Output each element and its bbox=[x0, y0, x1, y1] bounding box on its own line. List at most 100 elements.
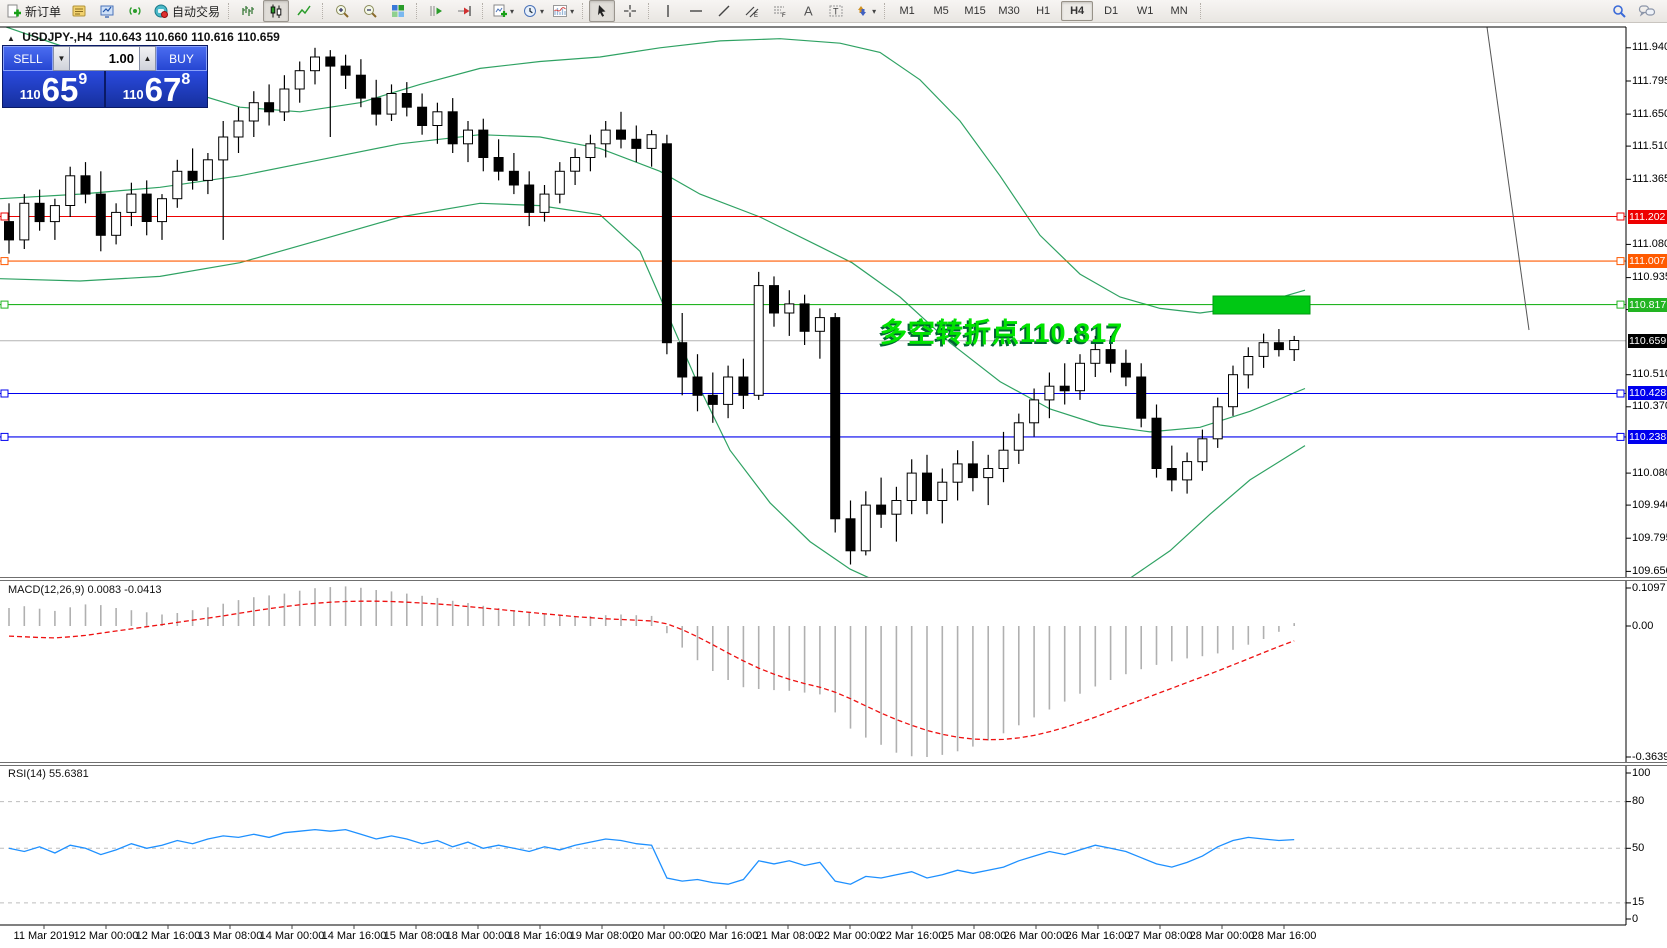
hline-handle[interactable] bbox=[0, 300, 9, 309]
time-label-22-Mar-00-00: 22 Mar 00:00 bbox=[817, 930, 883, 942]
time-label-28-Mar-16-00: 28 Mar 16:00 bbox=[1251, 930, 1317, 942]
candle-body bbox=[141, 193, 152, 223]
candlestick-button[interactable] bbox=[263, 0, 290, 22]
tile-windows-button[interactable] bbox=[385, 0, 411, 22]
hline-handle[interactable] bbox=[0, 389, 9, 398]
hline-handle[interactable] bbox=[1616, 389, 1625, 398]
rsi-label: RSI(14) 55.6381 bbox=[8, 768, 89, 780]
timeframe-button-H4[interactable]: H4 bbox=[1061, 1, 1094, 21]
trendline-button[interactable] bbox=[711, 0, 737, 22]
zoom-out-button[interactable] bbox=[357, 0, 383, 22]
volume-increase-button[interactable]: ▲ bbox=[139, 46, 156, 71]
candle-body bbox=[508, 170, 519, 186]
new-order-button[interactable]: 新订单 bbox=[3, 0, 64, 22]
timeframe-button-H1[interactable]: H1 bbox=[1036, 5, 1051, 17]
text-button[interactable]: A bbox=[795, 0, 821, 22]
toolbar: 新订单 自动交易 ▾ ▾ ▾ E F A T ▾ bbox=[0, 0, 1667, 23]
hline-handle[interactable] bbox=[1616, 300, 1625, 309]
time-label-18-Mar-16-00: 18 Mar 16:00 bbox=[507, 930, 573, 942]
pane-separator-macd[interactable] bbox=[0, 577, 1667, 581]
timeframe-button-M15[interactable]: M15 bbox=[964, 5, 986, 17]
line-chart-button[interactable] bbox=[291, 0, 317, 22]
time-label-21-Mar-08-00: 21 Mar 08:00 bbox=[755, 930, 821, 942]
time-label-11-Mar-2019: 11 Mar 2019 bbox=[13, 930, 75, 942]
vertical-line-button[interactable] bbox=[655, 0, 681, 22]
candle-body bbox=[1075, 362, 1085, 392]
time-label-12-Mar-16-00: 12 Mar 16:00 bbox=[135, 930, 201, 942]
shift-end-button[interactable] bbox=[423, 0, 449, 22]
pane-separator-rsi[interactable] bbox=[0, 762, 1667, 766]
collapse-arrow-icon[interactable]: ▲ bbox=[7, 34, 15, 43]
chart-window-button[interactable] bbox=[94, 0, 120, 22]
macd-label: MACD(12,26,9) 0.0083 -0.0413 bbox=[8, 584, 162, 596]
timeframe-button-D1[interactable]: D1 bbox=[1104, 5, 1119, 17]
symbol-bar: ▲ USDJPY-,H4 110.643 110.660 110.616 110… bbox=[7, 30, 280, 44]
indicators-button[interactable]: ▾ bbox=[549, 0, 577, 22]
candle-body bbox=[65, 175, 76, 207]
main-pane bbox=[0, 27, 1626, 578]
annotation-rectangle[interactable] bbox=[1212, 295, 1311, 315]
buy-price[interactable]: 110 67 8 bbox=[106, 71, 207, 107]
bar-chart-icon bbox=[240, 3, 256, 19]
arrows-button[interactable]: ▾ bbox=[851, 0, 879, 22]
hline-handle[interactable] bbox=[1616, 432, 1625, 441]
crosshair-button[interactable] bbox=[617, 0, 643, 22]
horizontal-line-button[interactable] bbox=[683, 0, 709, 22]
candle-body bbox=[1273, 342, 1284, 351]
candle-body bbox=[906, 472, 917, 502]
timeframe-button-M1[interactable]: M1 bbox=[899, 5, 915, 17]
candle-body bbox=[279, 88, 290, 113]
hline-handle[interactable] bbox=[0, 212, 9, 221]
price-tag-111.202: 111.202 bbox=[1628, 209, 1667, 224]
candle-body bbox=[187, 170, 198, 181]
timeframe-button-M5[interactable]: M5 bbox=[933, 5, 949, 17]
buy-button[interactable]: BUY bbox=[156, 46, 207, 71]
auto-scroll-button[interactable] bbox=[451, 0, 477, 22]
cursor-button[interactable] bbox=[589, 0, 616, 22]
volume-decrease-button[interactable]: ▼ bbox=[53, 46, 70, 71]
signal-button[interactable] bbox=[122, 0, 148, 22]
autotrading-button[interactable]: 自动交易 bbox=[150, 0, 223, 22]
toolbar-separator bbox=[582, 3, 584, 19]
candle-body bbox=[616, 129, 626, 140]
volume-input[interactable]: 1.00 bbox=[70, 46, 139, 71]
toolbar-separator bbox=[228, 3, 230, 19]
candle-body bbox=[661, 143, 672, 344]
timeframe-button-W1[interactable]: W1 bbox=[1136, 5, 1154, 17]
annotation-text[interactable]: 多空转折点110.817 bbox=[880, 318, 1124, 348]
cursor-icon bbox=[594, 3, 610, 19]
hline-handle[interactable] bbox=[0, 257, 9, 266]
candle-body bbox=[1212, 406, 1223, 440]
candle-body bbox=[524, 184, 535, 213]
hline-handle[interactable] bbox=[1616, 257, 1625, 266]
profiles-button[interactable]: ▾ bbox=[519, 0, 547, 22]
fibonacci-button[interactable]: F bbox=[767, 0, 793, 22]
svg-text:E: E bbox=[754, 13, 758, 19]
hline-handle[interactable] bbox=[0, 432, 9, 441]
zoom-in-button[interactable] bbox=[329, 0, 355, 22]
candle-body bbox=[264, 102, 275, 113]
timeframe-button-M30[interactable]: M30 bbox=[998, 5, 1020, 17]
chat-button[interactable] bbox=[1634, 0, 1660, 22]
text-label-button[interactable]: T bbox=[823, 0, 849, 22]
text-label-icon: T bbox=[828, 3, 844, 19]
candle-body bbox=[1013, 422, 1024, 451]
hline-handle[interactable] bbox=[1616, 212, 1625, 221]
time-label-14-Mar-16-00: 14 Mar 16:00 bbox=[321, 930, 387, 942]
arrows-icon bbox=[854, 3, 870, 19]
svg-text:A: A bbox=[804, 4, 813, 19]
new-chart-button[interactable]: ▾ bbox=[489, 0, 517, 22]
bar-chart-button[interactable] bbox=[235, 0, 261, 22]
search-button[interactable] bbox=[1606, 0, 1632, 22]
horizontal-line-icon bbox=[688, 3, 704, 19]
sell-price[interactable]: 110 65 9 bbox=[3, 71, 106, 107]
timeframe-button-MN[interactable]: MN bbox=[1170, 5, 1188, 17]
trendline-object[interactable] bbox=[1486, 27, 1530, 331]
channel-button[interactable]: E bbox=[739, 0, 765, 22]
candle-body bbox=[248, 102, 259, 122]
price-list-button[interactable] bbox=[66, 0, 92, 22]
sell-button[interactable]: SELL bbox=[3, 46, 53, 71]
price-tick--0.3639: -0.3639 bbox=[1632, 750, 1667, 763]
price-tick-111.650: 111.650 bbox=[1632, 107, 1667, 120]
